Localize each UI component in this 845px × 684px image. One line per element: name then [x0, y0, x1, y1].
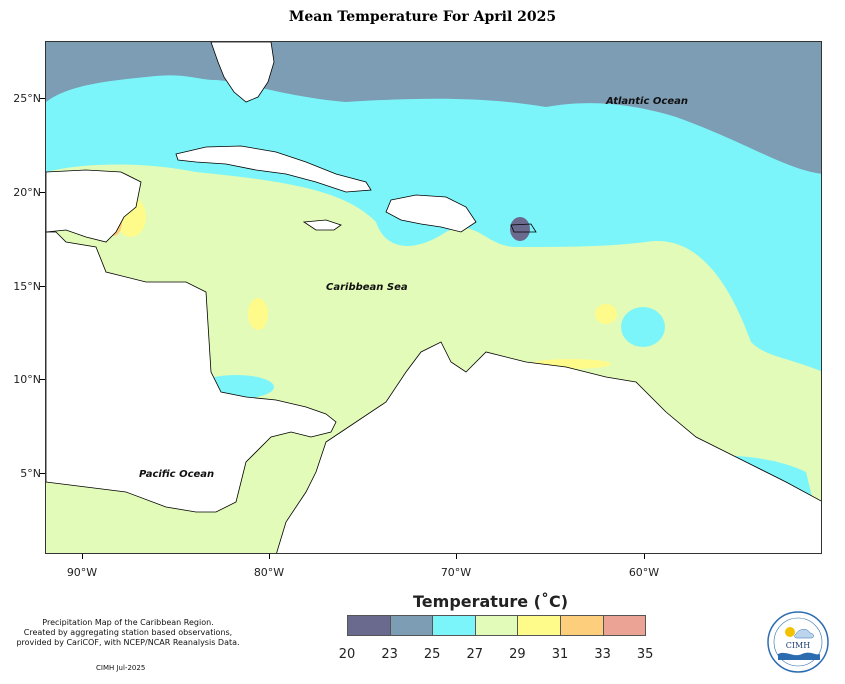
legend-tick-label: 20	[338, 647, 356, 662]
lat-label-20n: 20°N	[13, 186, 41, 199]
legend-tick-label: 27	[466, 647, 484, 662]
legend-tick-label: 33	[594, 647, 611, 662]
legend-tick-label: 35	[636, 647, 654, 662]
logo-text: CIMH	[786, 641, 810, 650]
temp-band-29-31-b	[595, 304, 617, 324]
lat-tick	[40, 192, 45, 193]
legend-title: Temperature (˚C)	[413, 592, 569, 611]
lat-tick	[40, 98, 45, 99]
lat-label-5n: 5°N	[20, 467, 41, 480]
cimh-logo-graphic: CIMH	[767, 611, 829, 673]
legend-bin-23-25	[389, 615, 434, 636]
land-jamaica	[302, 219, 342, 231]
lon-label-60w: 60°W	[628, 566, 660, 579]
legend-bin-33-35	[602, 615, 647, 636]
lon-tick	[456, 554, 457, 559]
lat-tick	[40, 379, 45, 380]
credits-text: Precipitation Map of the Caribbean Regio…	[8, 618, 248, 648]
land-yucatan	[46, 169, 142, 243]
lon-tick	[82, 554, 83, 559]
lon-label-70w: 70°W	[440, 566, 472, 579]
legend-tick-label: 31	[551, 647, 569, 662]
temp-band-25-27-east	[621, 307, 665, 347]
lon-tick	[644, 554, 645, 559]
cimh-logo: CIMH	[766, 610, 830, 678]
credits-line-1: Precipitation Map of the Caribbean Regio…	[42, 618, 214, 627]
credits-line-2: Created by aggregating station based obs…	[23, 628, 233, 637]
map-canvas: Atlantic Ocean Caribbean Sea Pacific Oce…	[46, 42, 821, 553]
credits-line-3: provided by CariCOF, with NCEP/NCAR Rean…	[16, 638, 240, 647]
legend-bin-25-27	[432, 615, 476, 636]
temperature-map: Atlantic Ocean Caribbean Sea Pacific Oce…	[45, 41, 822, 554]
temp-band-20-23-hispaniola	[510, 217, 530, 241]
footer-text: CIMH Jul-2025	[96, 664, 146, 672]
lat-tick	[40, 473, 45, 474]
lon-label-80w: 80°W	[253, 566, 285, 579]
land-florida	[210, 42, 275, 103]
legend-tick-label: 23	[381, 647, 398, 662]
lat-tick	[40, 286, 45, 287]
lon-tick	[269, 554, 270, 559]
land-cuba	[175, 145, 372, 193]
legend-tick-label: 29	[509, 647, 526, 662]
temp-band-29-31-a	[248, 298, 268, 330]
legend-bin-27-29	[474, 615, 519, 636]
lat-label-10n: 10°N	[13, 373, 41, 386]
atlantic-ocean-label: Atlantic Ocean	[605, 96, 688, 107]
land-central-america	[46, 231, 337, 513]
map-title: Mean Temperature For April 2025	[288, 9, 557, 25]
land-hispaniola	[385, 194, 477, 233]
legend-bin-20-23	[347, 615, 391, 636]
lat-label-15n: 15°N	[13, 280, 41, 293]
land-puerto-rico	[510, 223, 537, 233]
legend-bin-29-31	[517, 615, 561, 636]
legend-bin-31-33	[560, 615, 604, 636]
pacific-ocean-label: Pacific Ocean	[139, 469, 214, 480]
lat-label-25n: 25°N	[13, 92, 41, 105]
caribbean-sea-label: Caribbean Sea	[326, 282, 408, 293]
lon-label-90w: 90°W	[66, 566, 98, 579]
legend-tick-label: 25	[423, 647, 441, 662]
land-south-america	[276, 341, 821, 553]
